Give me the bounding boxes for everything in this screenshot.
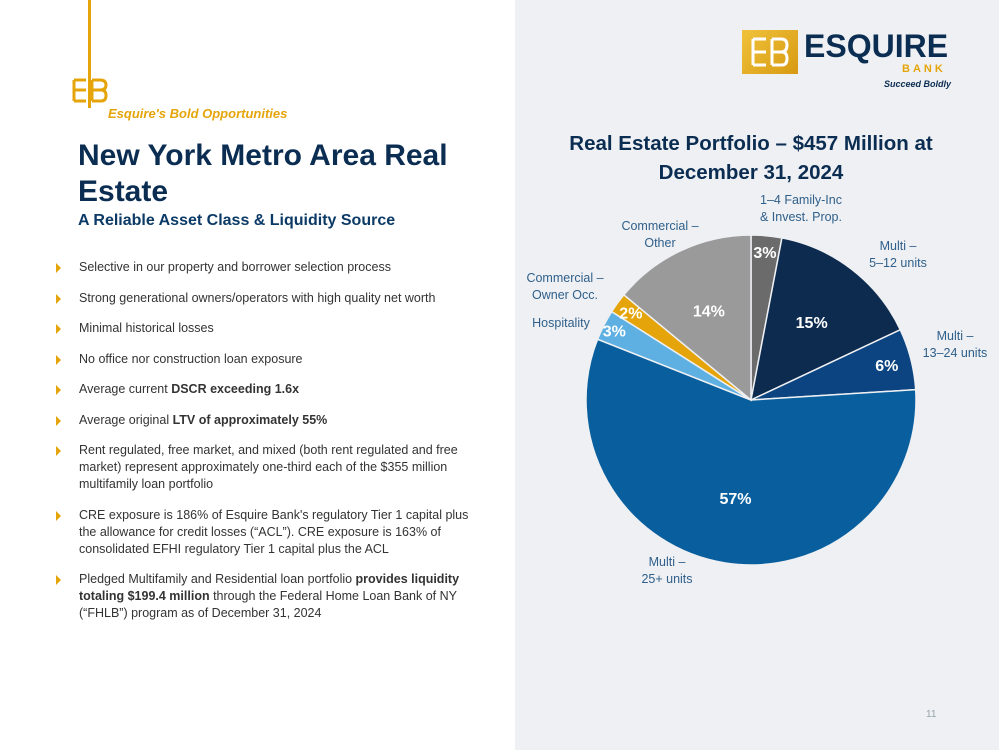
bullet-icon — [56, 385, 61, 395]
pie-value-label: 15% — [796, 315, 828, 332]
bullet-item: CRE exposure is 186% of Esquire Bank's r… — [56, 507, 481, 558]
pie-value-label: 3% — [603, 323, 626, 340]
eb-monogram-icon — [72, 78, 108, 103]
logo-slogan: Succeed Boldly — [884, 79, 952, 89]
pie-category-label: 1–4 Family-Inc & Invest. Prop. — [760, 193, 842, 224]
bullet-icon — [56, 293, 61, 304]
pie-value-label: 6% — [875, 358, 898, 375]
bullet-list: Selective in our property and borrower s… — [56, 259, 481, 636]
bullet-item: Pledged Multifamily and Residential loan… — [56, 571, 481, 622]
pie-slice — [622, 234, 752, 402]
pie-value-label: 14% — [693, 303, 725, 320]
chart-title: Real Estate Portfolio – $457 Million at … — [569, 132, 933, 184]
bullet-item: Selective in our property and borrower s… — [56, 259, 481, 276]
logo-bank: BANK — [902, 63, 946, 75]
pie-value-label: 57% — [719, 491, 751, 508]
bullet-item: Strong generational owners/operators wit… — [56, 290, 481, 307]
bullet-item: No office nor construction loan exposure — [56, 351, 481, 368]
pie-value-label: 2% — [619, 306, 642, 323]
pie-value-label: 3% — [753, 245, 776, 262]
accent-line — [88, 0, 91, 108]
bullet-icon — [56, 354, 61, 365]
pie-category-label: Multi –13–24 units — [923, 329, 988, 360]
pie-category-label: Multi –25+ units — [641, 555, 692, 586]
section-tagline: Esquire's Bold Opportunities — [108, 106, 287, 121]
page-title: New York Metro Area Real Estate — [78, 139, 448, 208]
bullet-item: Rent regulated, free market, and mixed (… — [56, 442, 481, 493]
pie-slice — [749, 237, 902, 402]
page-number: 11 — [926, 709, 937, 720]
pie-chart: 3% 1–4 Family-Inc & Invest. Prop. 15% Multi … — [526, 193, 988, 586]
pie-slice — [585, 338, 917, 566]
bullet-icon — [56, 446, 61, 456]
bullet-icon — [56, 575, 61, 585]
bullet-item: Minimal historical losses — [56, 320, 481, 337]
bullet-icon — [56, 324, 61, 334]
logo-mark — [742, 30, 798, 74]
pie-category-label: Hospitality — [532, 316, 590, 330]
tagline-suffix: Bold Opportunities — [169, 106, 288, 121]
bullet-icon — [56, 510, 61, 521]
bullet-item: Average current DSCR exceeding 1.6x — [56, 381, 481, 398]
pie-category-label: Commercial – Other — [621, 219, 698, 250]
pie-category-label: Multi –5–12 units — [869, 239, 927, 270]
page-subtitle: A Reliable Asset Class & Liquidity Sourc… — [78, 212, 396, 229]
bullet-item: Average original LTV of approximately 55… — [56, 412, 481, 429]
logo-name: ESQUIRE — [804, 28, 949, 64]
eb-logo-icon — [751, 37, 789, 67]
bullet-icon — [56, 263, 61, 273]
bullet-icon — [56, 415, 61, 426]
pie-category-label: Commercial – Owner Occ. — [526, 271, 603, 302]
tagline-prefix: Esquire's — [108, 106, 167, 121]
